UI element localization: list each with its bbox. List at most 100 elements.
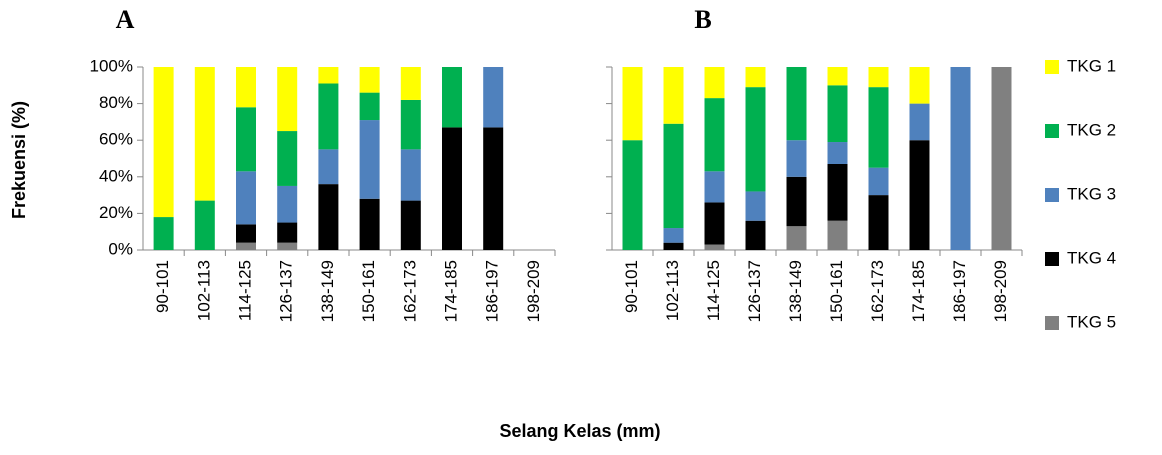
- bar-segment: [663, 228, 684, 243]
- bar-segment: [236, 107, 256, 172]
- x-tick-label: 150-161: [827, 260, 846, 322]
- bar-segment: [786, 140, 807, 177]
- bar-segment: [827, 67, 848, 86]
- bar-segment: [153, 67, 174, 218]
- bar-segment: [868, 167, 889, 196]
- bar-segment: [400, 99, 421, 150]
- x-tick-label: 126-137: [277, 260, 296, 322]
- y-tick-label: 0%: [108, 239, 133, 258]
- bar-segment: [483, 127, 504, 250]
- bar-segment: [909, 67, 930, 104]
- bar-segment: [827, 85, 848, 143]
- bar-segment: [194, 200, 215, 250]
- bar-segment: [827, 220, 848, 250]
- bar-segment: [745, 220, 766, 250]
- bar-segment: [663, 67, 684, 124]
- bar-segment: [442, 67, 462, 128]
- bar-segment: [868, 87, 889, 168]
- bar-segment: [359, 67, 380, 93]
- x-tick-label: 198-209: [524, 260, 543, 322]
- x-tick-label: 90-101: [622, 260, 641, 313]
- x-tick-label: 126-137: [745, 260, 764, 322]
- bar-segment: [400, 67, 421, 100]
- bar-segment: [786, 226, 807, 250]
- bar-segment: [827, 163, 848, 221]
- bar-segment: [622, 140, 643, 250]
- bar-segment: [745, 67, 766, 88]
- bar-segment: [359, 198, 380, 250]
- legend-swatch: [1045, 316, 1059, 330]
- legend-label: TKG 5: [1067, 312, 1116, 331]
- x-tick-label: 162-173: [868, 260, 887, 322]
- bar-segment: [704, 171, 725, 203]
- bar-segment: [745, 87, 766, 192]
- bar-segment: [359, 120, 380, 199]
- bar-segment: [704, 67, 725, 99]
- bar-segment: [194, 67, 215, 201]
- x-tick-label: 114-125: [235, 260, 254, 321]
- bar-segment: [277, 222, 298, 243]
- bar-segment: [745, 191, 766, 221]
- panel-title: B: [694, 5, 711, 34]
- x-tick-label: 150-161: [359, 260, 378, 322]
- bar-segment: [991, 67, 1012, 250]
- y-tick-label: 20%: [99, 203, 133, 222]
- y-tick-label: 60%: [99, 130, 133, 149]
- x-axis-title: Selang Kelas (mm): [499, 421, 660, 441]
- legend-swatch: [1045, 60, 1059, 74]
- bar-segment: [950, 67, 971, 250]
- legend-label: TKG 2: [1067, 120, 1116, 139]
- bar-segment: [909, 103, 930, 141]
- bar-segment: [318, 149, 339, 185]
- bar-segment: [318, 83, 339, 150]
- panel-title: A: [116, 5, 135, 34]
- x-tick-label: 186-197: [483, 260, 502, 322]
- bar-segment: [153, 217, 174, 250]
- x-tick-label: 174-185: [441, 260, 460, 322]
- legend-label: TKG 4: [1067, 248, 1116, 267]
- bar-segment: [827, 142, 848, 164]
- y-tick-label: 100%: [90, 56, 133, 75]
- bar-segment: [622, 67, 643, 141]
- bar-segment: [400, 200, 421, 250]
- bar-segment: [400, 149, 421, 201]
- legend-swatch: [1045, 124, 1059, 138]
- bar-segment: [483, 67, 504, 128]
- bar-segment: [277, 185, 298, 223]
- bar-segment: [704, 244, 725, 250]
- bar-segment: [704, 98, 725, 172]
- bar-segment: [236, 242, 256, 250]
- x-tick-label: 138-149: [318, 260, 337, 322]
- legend-label: TKG 1: [1067, 56, 1116, 75]
- x-tick-label: 186-197: [950, 260, 969, 322]
- x-tick-label: 162-173: [400, 260, 419, 322]
- bar-segment: [236, 171, 256, 225]
- y-tick-label: 40%: [99, 166, 133, 185]
- bar-segment: [868, 67, 889, 88]
- bar-segment: [359, 92, 380, 121]
- y-axis-title: Frekuensi (%): [9, 101, 29, 219]
- bar-segment: [277, 67, 298, 132]
- bar-segment: [277, 242, 298, 250]
- x-tick-label: 114-125: [704, 260, 723, 321]
- bar-segment: [236, 224, 256, 243]
- bar-segment: [318, 184, 339, 250]
- bar-segment: [663, 123, 684, 229]
- legend-swatch: [1045, 252, 1059, 266]
- x-tick-label: 90-101: [153, 260, 172, 313]
- y-tick-label: 80%: [99, 93, 133, 112]
- x-tick-label: 138-149: [786, 260, 805, 322]
- bar-segment: [442, 127, 462, 250]
- bar-segment: [236, 67, 256, 108]
- bar-segment: [909, 140, 930, 250]
- bar-segment: [704, 202, 725, 245]
- x-tick-label: 102-113: [663, 260, 682, 321]
- bar-segment: [786, 67, 807, 141]
- bar-segment: [318, 67, 339, 84]
- x-tick-label: 102-113: [194, 260, 213, 321]
- bar-segment: [663, 242, 684, 250]
- bar-segment: [277, 131, 298, 186]
- legend-swatch: [1045, 188, 1059, 202]
- x-tick-label: 174-185: [909, 260, 928, 322]
